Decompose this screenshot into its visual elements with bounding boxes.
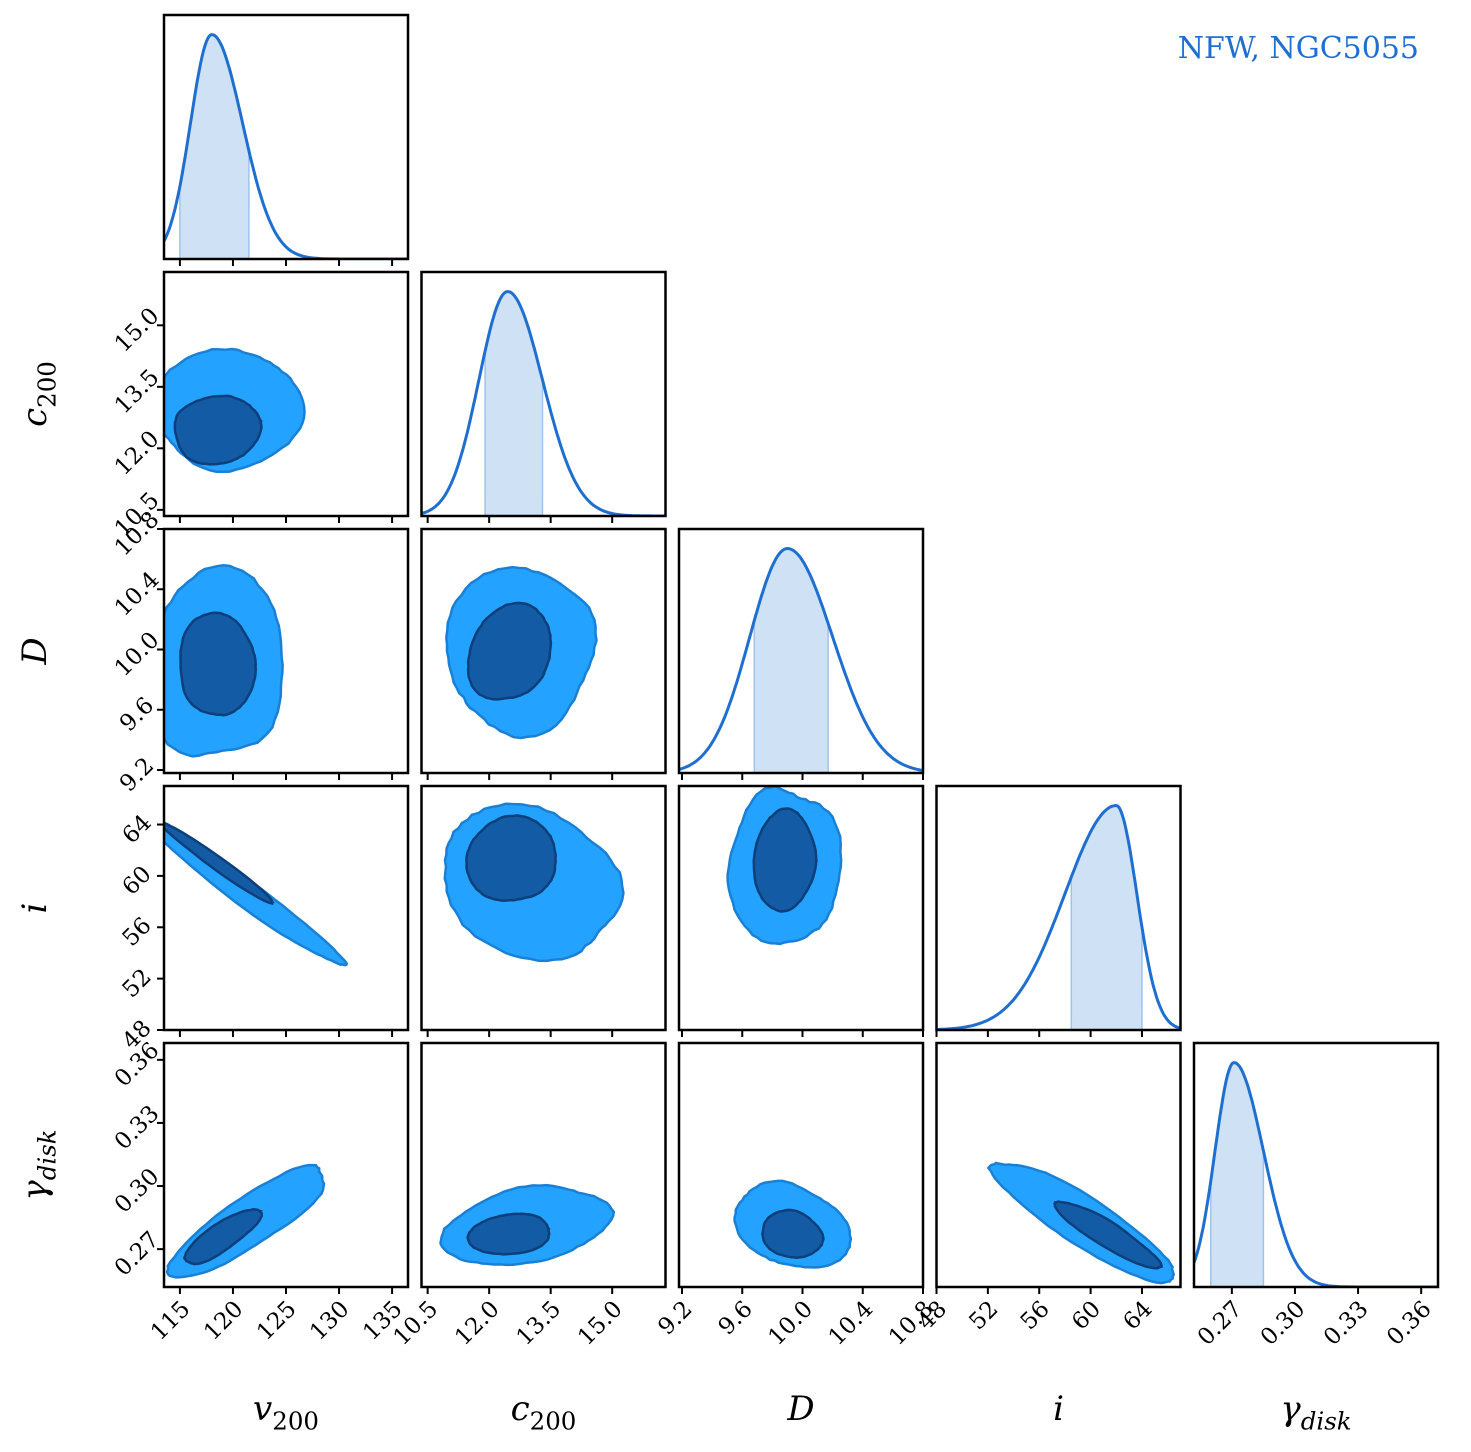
panel-frame (677, 1041, 925, 1289)
contour-1sigma (1053, 1200, 1164, 1270)
x-tick-label-gamma_disk: 0.27 (1193, 1296, 1248, 1351)
y-tick-label-gamma_disk: 0.30 (110, 1164, 165, 1219)
y-tick-label-gamma_disk: 0.36 (110, 1037, 165, 1092)
contour-1sigma (465, 814, 557, 902)
panel-frame (420, 1041, 667, 1289)
y-tick-label-D: 10.4 (110, 567, 165, 622)
panel-frame (1192, 1041, 1440, 1289)
y-tick-label-c200: 13.5 (110, 364, 165, 419)
axis-label-D: D (15, 637, 55, 665)
x-tick-label-c200: 15.0 (573, 1296, 628, 1351)
y-tick-label-D: 10.0 (110, 627, 165, 682)
contour-1sigma (183, 1208, 264, 1266)
marginal-panel-D (679, 546, 923, 773)
credible-region-gamma_disk (1210, 1061, 1265, 1287)
x-tick-label-i: 60 (1067, 1296, 1106, 1335)
contour-1sigma (179, 611, 258, 717)
legend-title: NFW, NGC5055 (1178, 31, 1419, 66)
y-tick-label-i: 52 (118, 964, 157, 1003)
contour-panel-c200-i (443, 802, 625, 963)
contour-panel-v200-gamma_disk (165, 1163, 326, 1279)
credible-region-i (1070, 804, 1143, 1030)
marginal-panel-v200 (164, 33, 408, 259)
x-tick-label-D: 9.2 (653, 1296, 697, 1340)
panel-frame (420, 270, 667, 518)
credible-region-v200 (179, 33, 250, 259)
x-tick-label-v200: 130 (305, 1296, 354, 1345)
x-tick-label-c200: 13.5 (512, 1296, 567, 1351)
contour-panel-D-gamma_disk (733, 1179, 853, 1269)
y-tick-label-D: 9.6 (115, 693, 159, 737)
panel-frame (420, 527, 667, 775)
contour-panel-i-gamma_disk (986, 1161, 1176, 1285)
panel-frame (420, 784, 667, 1032)
y-tick-label-i: 56 (118, 913, 157, 952)
axis-label-v200: v200 (253, 1389, 319, 1436)
x-tick-label-D: 10.4 (824, 1296, 879, 1351)
y-tick-label-D: 9.2 (115, 753, 159, 797)
contour-1sigma (173, 394, 263, 466)
y-tick-label-gamma_disk: 0.27 (110, 1227, 165, 1282)
axis-label-c200: c200 (15, 361, 62, 427)
axis-label-gamma_disk: γdisk (1280, 1389, 1351, 1436)
x-tick-label-c200: 12.0 (450, 1296, 505, 1351)
axis-label-gamma_disk: γdisk (15, 1129, 62, 1200)
x-tick-label-D: 10.0 (763, 1296, 818, 1351)
x-tick-label-gamma_disk: 0.30 (1256, 1296, 1311, 1351)
contour-1sigma (761, 1208, 825, 1259)
marginal-panel-i (936, 803, 1181, 1030)
marginal-panel-c200 (421, 290, 666, 516)
y-tick-label-i: 64 (118, 810, 157, 849)
x-tick-label-D: 9.6 (714, 1296, 758, 1340)
credible-region-c200 (484, 290, 544, 516)
marginal-curve-v200 (164, 33, 408, 259)
contour-1sigma (466, 601, 553, 701)
marginal-curve-c200 (421, 290, 666, 516)
contour-panel-v200-D (164, 563, 284, 758)
x-tick-label-v200: 120 (199, 1296, 248, 1345)
y-tick-label-gamma_disk: 0.33 (110, 1101, 165, 1156)
marginal-curve-D (679, 546, 923, 772)
panel-frame (677, 784, 925, 1032)
contour-panel-c200-D (445, 565, 598, 740)
x-tick-label-i: 52 (964, 1296, 1003, 1335)
panel-frame (935, 1041, 1182, 1289)
x-tick-label-gamma_disk: 0.36 (1382, 1296, 1437, 1351)
y-tick-label-c200: 15.0 (110, 303, 165, 358)
contour-panel-D-i (726, 786, 843, 946)
y-tick-label-i: 60 (118, 861, 157, 900)
x-tick-label-i: 56 (1016, 1296, 1055, 1335)
contour-1sigma (164, 821, 275, 906)
x-tick-label-i: 64 (1118, 1296, 1157, 1335)
x-tick-label-v200: 125 (252, 1296, 301, 1345)
marginal-curve-gamma_disk (1194, 1061, 1438, 1287)
axis-label-i: i (1053, 1389, 1064, 1429)
panel-frame (935, 784, 1182, 1032)
panel-frame (677, 527, 925, 775)
x-tick-label-v200: 115 (146, 1296, 195, 1345)
axis-label-D: D (786, 1389, 814, 1429)
marginal-curve-i (936, 803, 1181, 1030)
y-tick-label-c200: 12.0 (110, 426, 165, 481)
contour-panel-c200-gamma_disk (439, 1183, 616, 1267)
axis-label-i: i (15, 903, 55, 914)
axis-label-c200: c200 (511, 1389, 577, 1436)
contour-1sigma (752, 807, 818, 913)
x-tick-label-gamma_disk: 0.33 (1319, 1296, 1374, 1351)
contour-panel-v200-i (164, 821, 349, 967)
marginal-panel-gamma_disk (1194, 1061, 1438, 1287)
contour-panel-v200-c200 (164, 347, 306, 474)
contour-1sigma (466, 1212, 551, 1256)
